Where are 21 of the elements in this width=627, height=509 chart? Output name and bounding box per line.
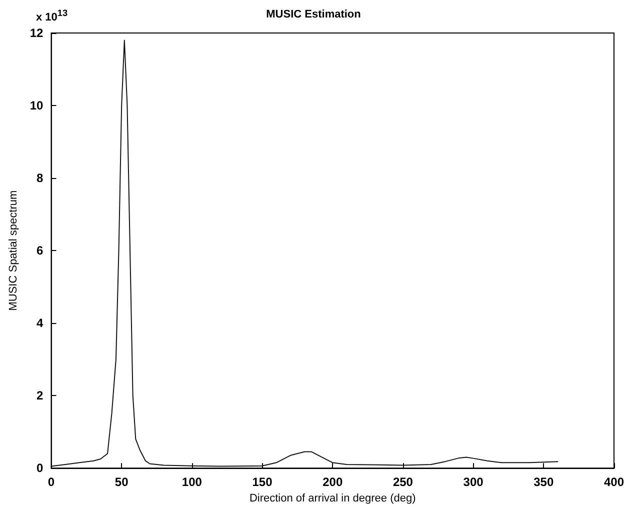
x-tick-label: 300 xyxy=(463,475,484,490)
x-tick-label: 200 xyxy=(322,475,343,490)
x-tick-label: 400 xyxy=(604,475,624,490)
y-tick-label: 0 xyxy=(36,461,44,476)
y-tick-label: 8 xyxy=(36,171,44,186)
text: x 10$^{13}$ xyxy=(36,8,68,24)
x-tick-label: 100 xyxy=(182,475,202,490)
x-tick-label: 150 xyxy=(252,475,273,490)
chart-title: MUSIC Estimation xyxy=(266,8,362,20)
line-series xyxy=(50,40,558,467)
y-tick-label: 10 xyxy=(30,98,44,113)
y-tick-label: 12 xyxy=(30,26,44,40)
y-tick-label: 2 xyxy=(36,388,44,403)
x-tick-label: 250 xyxy=(392,475,414,490)
y-tick-label: 6 xyxy=(36,244,44,258)
y-axis-title: MUSIC Spatial spectrum xyxy=(8,190,20,311)
x-tick-label: 50 xyxy=(114,475,129,490)
x-tick-label: 350 xyxy=(534,475,554,490)
x-axis-title: Direction of arrival in degree (deg) xyxy=(249,492,416,504)
x-tick-label: 0 xyxy=(48,475,55,490)
y-tick-label: 4 xyxy=(36,316,44,330)
